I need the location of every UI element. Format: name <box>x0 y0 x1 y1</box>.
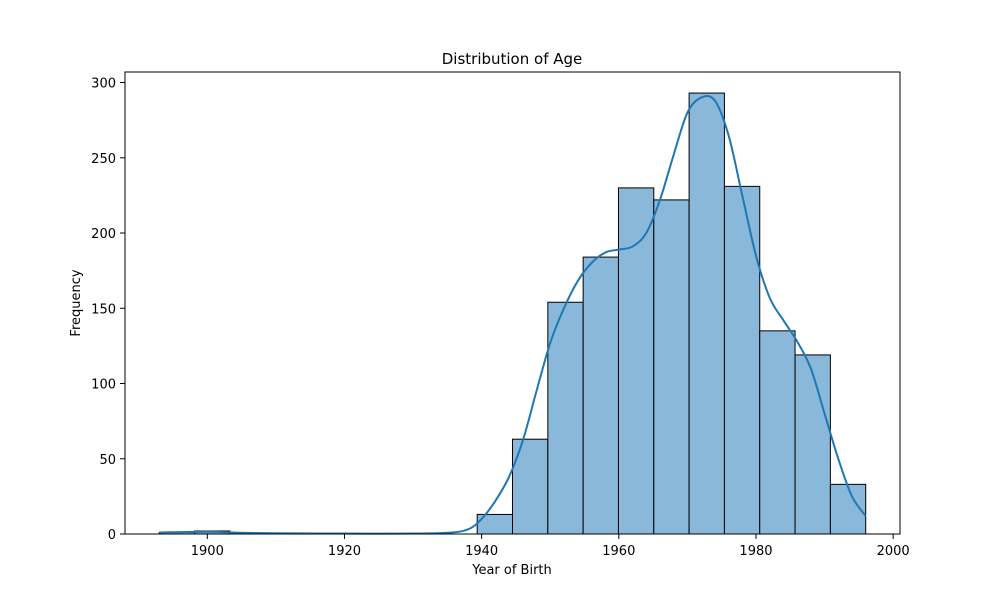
histogram-bar <box>617 187 655 535</box>
y-tick-label: 150 <box>91 302 116 317</box>
y-tick-label: 250 <box>91 152 116 167</box>
histogram-bar <box>794 354 831 535</box>
x-tick-label: 1940 <box>465 544 498 559</box>
y-axis-ticks: 0 50 100 150 200 250 300 <box>91 77 125 543</box>
histogram-bar <box>653 199 690 535</box>
x-axis-label: Year of Birth <box>471 563 552 578</box>
histogram-bar <box>582 256 619 535</box>
histogram-bar <box>547 301 584 535</box>
plot-frame <box>124 71 901 535</box>
chart-title: Distribution of Age <box>442 50 583 68</box>
x-tick-label: 1960 <box>602 544 635 559</box>
y-axis-label: Frequency <box>69 269 84 336</box>
histogram-bar <box>688 92 725 535</box>
kde-line <box>159 94 867 535</box>
histogram-bar <box>759 330 796 535</box>
histogram-bar <box>723 185 761 535</box>
bars-layer <box>158 92 867 535</box>
x-tick-label: 1980 <box>739 544 772 559</box>
x-axis-ticks: 1900 1920 1940 1960 1980 2000 <box>191 534 910 559</box>
y-tick-label: 0 <box>108 528 116 543</box>
x-tick-label: 1900 <box>191 544 224 559</box>
y-tick-label: 200 <box>91 227 116 242</box>
y-tick-label: 100 <box>91 378 116 393</box>
y-tick-label: 300 <box>91 77 116 92</box>
x-tick-label: 1920 <box>328 544 361 559</box>
x-tick-label: 2000 <box>877 544 910 559</box>
y-tick-label: 50 <box>99 453 116 468</box>
